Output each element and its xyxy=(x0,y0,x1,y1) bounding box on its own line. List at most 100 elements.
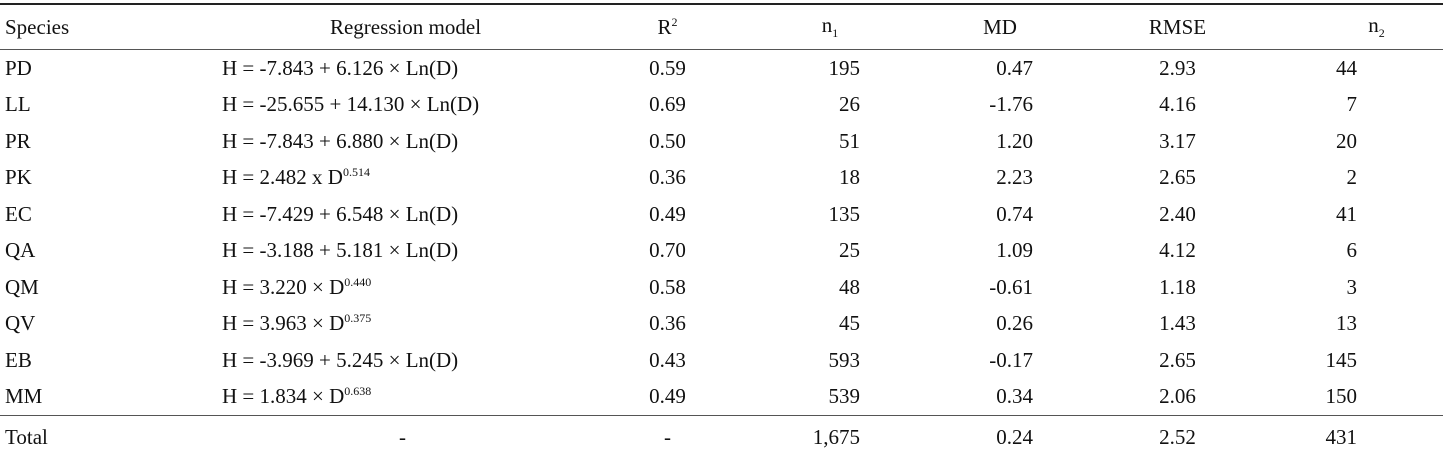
table-cell: 0.47 xyxy=(996,55,1033,80)
total-cell: 431 xyxy=(1270,415,1443,459)
superscript: 0.514 xyxy=(342,165,370,180)
total-cell: Total xyxy=(0,415,215,459)
table-cell: 0.36 xyxy=(649,311,686,336)
table-cell: 0.69 xyxy=(649,92,686,117)
cell-text: H = 2.482 x D xyxy=(222,165,343,190)
table-cell: QA xyxy=(5,238,36,263)
table-cell: 13 xyxy=(1336,311,1357,336)
table-cell: PD xyxy=(5,55,32,80)
total-row: Total - -1,675 0.24 2.52 431 xyxy=(0,415,1443,459)
total-cell: - xyxy=(215,415,590,459)
cell-text: R xyxy=(657,14,672,39)
table-cell: -1.76 xyxy=(989,92,1033,117)
table-cell: 2 xyxy=(1346,165,1358,190)
table-row: LL H = -25.655 + 14.130 × Ln(D) 0.69 26 -1.7… xyxy=(0,87,1443,124)
table-cell: 1.18 xyxy=(1159,274,1196,299)
table-row: PR H = -7.843 + 6.880 × Ln(D) 0.50 51 1.20 3.… xyxy=(0,123,1443,160)
table-cell: 1.20 xyxy=(996,128,1033,153)
table-cell: 45 xyxy=(839,311,860,336)
table-row: PK H = 2.482 x D0.514 0.36 18 2.23 2.65 2 xyxy=(0,160,1443,197)
table-cell: 0.43 xyxy=(649,347,686,372)
table-cell: 1.09 xyxy=(996,238,1033,263)
page: Species Regression model R2 n1 MD RMSE n2 PD H … xyxy=(0,3,1443,465)
table-cell: 539 xyxy=(828,384,861,409)
table-cell: 4.12 xyxy=(1159,238,1196,263)
column-header: n2 xyxy=(1270,3,1443,50)
cell-text: H = 1.834 × D xyxy=(222,384,345,409)
table-row: QV H = 3.963 × D0.375 0.36 45 0.26 1.43 13 xyxy=(0,306,1443,343)
table-cell: 41 xyxy=(1336,201,1357,226)
column-header: Regression model xyxy=(215,3,590,50)
total-cell: 0.24 xyxy=(905,415,1085,459)
table-cell: 0.26 xyxy=(996,311,1033,336)
regression-table: Species Regression model R2 n1 MD RMSE n2 PD H … xyxy=(0,3,1443,459)
table-cell: 48 xyxy=(839,274,860,299)
table-cell: H = -7.429 + 6.548 × Ln(D) xyxy=(222,201,459,226)
superscript: 0.638 xyxy=(344,384,372,399)
table-cell: 0.58 xyxy=(649,274,686,299)
table-cell: H = -7.843 + 6.126 × Ln(D) xyxy=(222,55,459,80)
table-cell: H = 3.220 × D0.440 xyxy=(215,269,590,306)
table-cell: -0.61 xyxy=(989,274,1033,299)
table-cell: 0.49 xyxy=(649,201,686,226)
table-cell: 6 xyxy=(1346,238,1358,263)
subscript: 1 xyxy=(832,26,839,41)
table-cell: 0.49 xyxy=(649,384,686,409)
cell-text: n xyxy=(1368,12,1379,37)
column-header: Species xyxy=(0,3,215,50)
table-cell: QV xyxy=(5,311,36,336)
table-cell: -0.17 xyxy=(989,347,1033,372)
table-cell: 0.36 xyxy=(649,165,686,190)
table-cell: 26 xyxy=(839,92,860,117)
table-cell: 135 xyxy=(828,201,861,226)
table-cell: 2.93 xyxy=(1159,55,1196,80)
table-row: QM H = 3.220 × D0.440 0.58 48 -0.61 1.18 3 xyxy=(0,269,1443,306)
table-cell: 20 xyxy=(1336,128,1357,153)
table-cell: 25 xyxy=(839,238,860,263)
table-cell: H = -7.843 + 6.880 × Ln(D) xyxy=(222,128,459,153)
table-cell: 2.40 xyxy=(1159,201,1196,226)
cell-text: H = 3.220 × D xyxy=(222,274,345,299)
table-cell: 44 xyxy=(1336,55,1357,80)
table-row: QA H = -3.188 + 5.181 × Ln(D) 0.70 25 1.09 4.… xyxy=(0,233,1443,270)
table-cell: 0.70 xyxy=(649,238,686,263)
cell-text: n xyxy=(821,12,833,37)
superscript: 0.440 xyxy=(344,274,372,289)
table-row: PD H = -7.843 + 6.126 × Ln(D) 0.59 195 0.47 2… xyxy=(0,50,1443,87)
total-cell: 1,675 xyxy=(745,415,905,459)
header-row: Species Regression model R2 n1 MD RMSE n2 xyxy=(0,3,1443,50)
table-cell: 195 xyxy=(828,55,861,80)
table-cell: 0.34 xyxy=(996,384,1033,409)
table-row: EB H = -3.969 + 5.245 × Ln(D) 0.43 593 -0.17… xyxy=(0,342,1443,379)
table-cell: 3 xyxy=(1346,274,1358,299)
table-row: MM H = 1.834 × D0.638 0.49 539 0.34 2.06 150 xyxy=(0,379,1443,416)
table-row: EC H = -7.429 + 6.548 × Ln(D) 0.49 135 0.74 2… xyxy=(0,196,1443,233)
table-cell: 51 xyxy=(839,128,860,153)
table-cell: MM xyxy=(5,384,43,409)
table-cell: H = -25.655 + 14.130 × Ln(D) xyxy=(222,92,480,117)
column-header: MD xyxy=(905,3,1085,50)
table-cell: EC xyxy=(5,201,32,226)
table-cell: H = -3.969 + 5.245 × Ln(D) xyxy=(222,347,459,372)
table-cell: H = 2.482 x D0.514 xyxy=(215,160,590,197)
total-cell: - xyxy=(590,415,745,459)
table-cell: 2.06 xyxy=(1159,384,1196,409)
table-header: Species Regression model R2 n1 MD RMSE n2 xyxy=(0,3,1443,50)
table-cell: 593 xyxy=(828,347,861,372)
subscript: 2 xyxy=(1378,26,1385,41)
table-cell: PR xyxy=(5,128,31,153)
table-cell: H = -3.188 + 5.181 × Ln(D) xyxy=(222,238,459,263)
table-cell: 2.65 xyxy=(1159,165,1196,190)
table-cell: 0.50 xyxy=(649,128,686,153)
table-cell: H = 3.963 × D0.375 xyxy=(215,306,590,343)
table-cell: 150 xyxy=(1325,384,1358,409)
table-cell: 145 xyxy=(1325,347,1358,372)
table-cell: QM xyxy=(5,274,39,299)
table-cell: 2.65 xyxy=(1159,347,1196,372)
table-cell: 0.59 xyxy=(649,55,686,80)
total-cell: 2.52 xyxy=(1085,415,1270,459)
superscript: 2 xyxy=(671,14,678,29)
table-cell: 2.23 xyxy=(996,165,1033,190)
table-cell: 0.74 xyxy=(996,201,1033,226)
column-header: n1 xyxy=(745,3,905,50)
